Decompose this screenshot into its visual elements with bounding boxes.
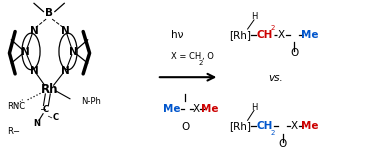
Text: X: X (291, 121, 297, 131)
Text: CH: CH (256, 121, 273, 131)
Text: N: N (29, 26, 39, 36)
Text: N: N (34, 119, 40, 128)
Text: 2: 2 (271, 25, 275, 31)
Text: N: N (60, 26, 70, 36)
Text: Rh: Rh (40, 83, 58, 96)
Text: 2: 2 (271, 130, 275, 136)
Text: R$-$: R$-$ (7, 125, 21, 136)
Text: [Rh]: [Rh] (229, 30, 251, 40)
Text: H: H (251, 103, 257, 112)
Text: N: N (29, 66, 39, 76)
Text: , O: , O (202, 52, 214, 61)
Text: N: N (68, 47, 77, 57)
Text: Me: Me (301, 30, 319, 40)
Text: N-Ph: N-Ph (81, 97, 101, 106)
Text: C: C (53, 113, 59, 122)
Text: Me: Me (163, 104, 181, 114)
Text: O: O (290, 48, 298, 58)
Text: [Rh]: [Rh] (229, 121, 251, 131)
Text: CH: CH (256, 30, 273, 40)
Text: H: H (251, 12, 257, 21)
Text: X: X (278, 30, 285, 40)
Text: hν: hν (171, 30, 183, 40)
Text: Me: Me (301, 121, 319, 131)
Text: Me: Me (201, 104, 218, 114)
Text: N: N (60, 66, 70, 76)
Text: N: N (21, 47, 30, 57)
Text: vs.: vs. (268, 73, 283, 83)
Text: RNC: RNC (7, 102, 25, 111)
Text: O: O (279, 139, 287, 149)
Text: O: O (181, 122, 189, 132)
Text: C: C (42, 105, 48, 114)
Text: B: B (45, 8, 53, 18)
Text: X = CH: X = CH (171, 52, 201, 61)
Text: X: X (193, 104, 200, 114)
Text: 2: 2 (198, 60, 203, 66)
